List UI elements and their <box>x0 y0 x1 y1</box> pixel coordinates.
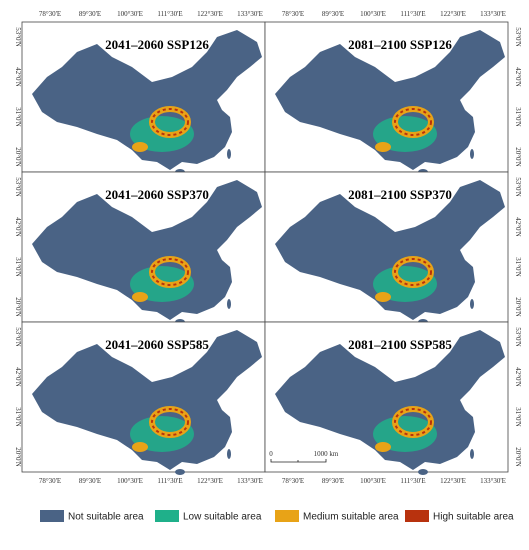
panel-title: 2041–2060 SSP126 <box>105 37 209 52</box>
lon-label: 89°30'E <box>322 10 344 18</box>
lat-label: 31°0'N <box>14 407 22 427</box>
lon-label: 122°30'E <box>440 477 466 485</box>
lat-label: 53°0'N <box>14 177 22 197</box>
lon-label: 78°30'E <box>282 10 304 18</box>
lon-label: 89°30'E <box>322 477 344 485</box>
lon-label: 89°30'E <box>79 10 101 18</box>
lon-label: 111°30'E <box>157 477 182 485</box>
lat-label: 31°0'N <box>514 407 522 427</box>
lon-label: 100°30'E <box>360 10 386 18</box>
lon-label: 78°30'E <box>282 477 304 485</box>
lon-label: 111°30'E <box>400 10 425 18</box>
lon-label: 100°30'E <box>117 477 143 485</box>
lat-label: 42°0'N <box>514 67 522 87</box>
panel-title: 2041–2060 SSP585 <box>105 337 209 352</box>
legend-label: Low suitable area <box>183 512 262 523</box>
lat-label: 53°0'N <box>14 327 22 347</box>
lon-label: 78°30'E <box>39 477 61 485</box>
lat-label: 53°0'N <box>514 27 522 47</box>
lat-label: 42°0'N <box>14 67 22 87</box>
lon-label: 122°30'E <box>197 10 223 18</box>
panel-title: 2041–2060 SSP370 <box>105 187 209 202</box>
lat-label: 53°0'N <box>14 27 22 47</box>
legend-label: High suitable area <box>433 512 514 523</box>
scale-label: 0 <box>269 450 273 458</box>
lat-label: 20°0'N <box>514 447 522 467</box>
lat-label: 20°0'N <box>514 297 522 317</box>
lat-label: 31°0'N <box>14 257 22 277</box>
lon-label: 100°30'E <box>360 477 386 485</box>
lat-label: 53°0'N <box>514 177 522 197</box>
lat-label: 42°0'N <box>514 217 522 237</box>
legend-label: Not suitable area <box>68 512 144 523</box>
panel-title: 2081–2100 SSP126 <box>348 37 452 52</box>
lat-label: 31°0'N <box>14 107 22 127</box>
legend-label: Medium suitable area <box>303 512 399 523</box>
lon-label: 111°30'E <box>400 477 425 485</box>
lat-label: 42°0'N <box>14 367 22 387</box>
lon-label: 122°30'E <box>197 477 223 485</box>
panel-title: 2081–2100 SSP585 <box>348 337 452 352</box>
panel-title: 2081–2100 SSP370 <box>348 187 452 202</box>
lat-label: 31°0'N <box>514 107 522 127</box>
lat-label: 42°0'N <box>514 367 522 387</box>
lat-label: 42°0'N <box>14 217 22 237</box>
lon-label: 89°30'E <box>79 477 101 485</box>
lat-label: 31°0'N <box>514 257 522 277</box>
lon-label: 78°30'E <box>39 10 61 18</box>
scale-label: 1000 km <box>314 450 339 458</box>
lon-label: 133°30'E <box>237 477 263 485</box>
legend-swatch <box>155 510 179 522</box>
lat-label: 20°0'N <box>14 297 22 317</box>
lon-label: 100°30'E <box>117 10 143 18</box>
lon-label: 111°30'E <box>157 10 182 18</box>
lon-label: 122°30'E <box>440 10 466 18</box>
lon-label: 133°30'E <box>480 10 506 18</box>
lat-label: 20°0'N <box>514 147 522 167</box>
lat-label: 53°0'N <box>514 327 522 347</box>
legend-swatch <box>40 510 64 522</box>
legend-swatch <box>405 510 429 522</box>
lon-label: 133°30'E <box>237 10 263 18</box>
legend-swatch <box>275 510 299 522</box>
lon-label: 133°30'E <box>480 477 506 485</box>
scale-bar <box>270 459 327 463</box>
lat-label: 20°0'N <box>14 447 22 467</box>
lat-label: 20°0'N <box>14 147 22 167</box>
